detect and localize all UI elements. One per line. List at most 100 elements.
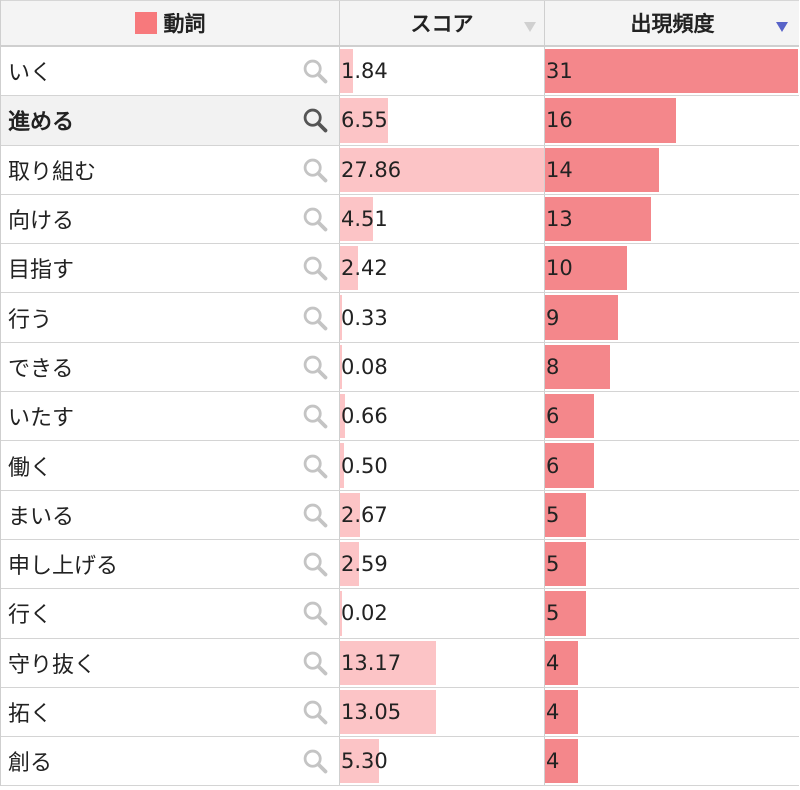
column-header-score-label: スコア <box>410 12 474 36</box>
score-bar <box>340 344 342 390</box>
search-icon[interactable] <box>301 156 329 184</box>
score-bar <box>340 640 437 685</box>
frequency-bar <box>545 49 798 94</box>
table-row[interactable]: 向ける 4.51 13 <box>1 194 800 245</box>
frequency-cell: 13 <box>545 195 800 243</box>
score-cell: 2.42 <box>340 244 545 293</box>
table-row[interactable]: まいる 2.67 5 <box>1 490 799 540</box>
frequency-cell: 4 <box>545 737 800 785</box>
verb-label: いたす <box>8 406 75 432</box>
table-row[interactable]: 働く 0.50 6 <box>1 441 800 491</box>
score-bar <box>340 246 358 291</box>
frequency-value: 5 <box>546 601 560 626</box>
search-icon[interactable] <box>301 254 329 282</box>
frequency-cell: 5 <box>545 589 800 637</box>
frequency-bar <box>545 739 578 784</box>
verb-cell[interactable]: 進める <box>1 96 340 145</box>
table-row[interactable]: 取り組む 27.86 14 <box>1 145 799 195</box>
table-row[interactable]: 目指す 2.42 10 <box>1 244 799 294</box>
search-icon[interactable] <box>301 747 329 775</box>
frequency-value: 5 <box>546 552 560 577</box>
table-row[interactable]: いく 1.84 31 <box>1 47 799 97</box>
frequency-bar <box>545 640 578 685</box>
score-value: 0.02 <box>341 601 388 626</box>
verb-color-swatch <box>134 12 157 34</box>
frequency-cell: 5 <box>545 540 800 588</box>
frequency-bar <box>545 443 594 488</box>
sort-indicator-icon[interactable] <box>524 22 536 32</box>
table-row[interactable]: 守り抜く 13.17 4 <box>1 638 799 688</box>
frequency-value: 4 <box>546 700 560 724</box>
score-cell: 4.51 <box>340 194 545 244</box>
score-bar <box>340 739 379 784</box>
score-value: 0.50 <box>341 453 388 478</box>
score-value: 27.86 <box>341 157 402 182</box>
frequency-value: 10 <box>546 256 573 281</box>
table-row[interactable]: 申し上げる 2.59 5 <box>1 539 800 590</box>
score-bar <box>340 689 436 735</box>
verb-cell[interactable]: 行う <box>1 293 340 342</box>
score-value: 6.55 <box>341 108 388 133</box>
frequency-cell: 6 <box>545 392 800 440</box>
score-cell: 13.05 <box>340 687 545 737</box>
search-icon[interactable] <box>301 649 329 677</box>
verb-cell[interactable]: 行く <box>1 589 340 638</box>
search-icon[interactable] <box>301 501 329 529</box>
table-row[interactable]: できる 0.08 8 <box>1 342 799 393</box>
search-icon[interactable] <box>301 402 329 430</box>
verb-cell[interactable]: 守り抜く <box>1 638 340 687</box>
verb-cell[interactable]: 創る <box>1 737 340 786</box>
score-bar <box>340 394 345 439</box>
column-header-verb-label: 動詞 <box>163 12 206 36</box>
column-header-frequency-label: 出現頻度 <box>630 12 715 36</box>
verb-label: 拓く <box>8 702 53 727</box>
verb-cell[interactable]: 働く <box>1 441 340 490</box>
sort-descending-icon[interactable] <box>776 22 788 32</box>
score-cell: 2.67 <box>340 490 545 539</box>
verb-cell[interactable]: できる <box>1 342 340 392</box>
table-row[interactable]: 進める 6.55 16 <box>1 96 799 146</box>
verb-label: 行う <box>8 307 53 333</box>
score-cell: 0.02 <box>340 589 545 638</box>
verb-label: いく <box>8 61 53 87</box>
score-value: 4.51 <box>341 207 388 232</box>
search-icon[interactable] <box>301 550 329 578</box>
verb-cell[interactable]: いたす <box>1 392 340 441</box>
score-bar <box>340 492 360 537</box>
score-bar <box>340 49 354 94</box>
search-icon[interactable] <box>301 304 329 332</box>
verb-label: 行く <box>8 603 53 629</box>
table-row[interactable]: 行う 0.33 9 <box>1 293 799 343</box>
search-icon[interactable] <box>301 698 329 726</box>
verb-cell[interactable]: まいる <box>1 490 340 539</box>
search-icon[interactable] <box>301 353 329 381</box>
search-icon[interactable] <box>301 205 329 233</box>
table-row[interactable]: 創る 5.30 4 <box>1 737 800 787</box>
search-icon[interactable] <box>301 452 329 480</box>
table-row[interactable]: いたす 0.66 6 <box>1 392 800 442</box>
verb-cell[interactable]: 向ける <box>1 194 340 244</box>
column-header-verb[interactable]: 動詞 <box>1 1 340 45</box>
verb-cell[interactable]: 取り組む <box>1 145 340 194</box>
column-header-frequency[interactable]: 出現頻度 <box>545 1 800 45</box>
verb-label: 守り抜く <box>8 652 97 678</box>
search-icon[interactable] <box>301 57 329 85</box>
frequency-bar <box>545 344 611 390</box>
score-value: 0.66 <box>341 404 388 429</box>
verb-cell[interactable]: 申し上げる <box>1 539 340 589</box>
table-row[interactable]: 行く 0.02 5 <box>1 589 800 639</box>
frequency-bar <box>545 98 676 143</box>
verb-cell[interactable]: 拓く <box>1 687 340 737</box>
table-row[interactable]: 拓く 13.05 4 <box>1 687 799 738</box>
verb-cell[interactable]: 目指す <box>1 244 340 293</box>
search-icon[interactable] <box>301 106 329 134</box>
score-value: 0.33 <box>341 305 388 330</box>
search-icon[interactable] <box>301 599 329 627</box>
frequency-value: 14 <box>546 157 573 182</box>
verb-cell[interactable]: いく <box>1 47 340 96</box>
column-header-score[interactable]: スコア <box>340 1 545 45</box>
frequency-value: 4 <box>546 650 560 675</box>
frequency-cell: 6 <box>545 441 800 489</box>
frequency-value: 6 <box>546 453 560 478</box>
